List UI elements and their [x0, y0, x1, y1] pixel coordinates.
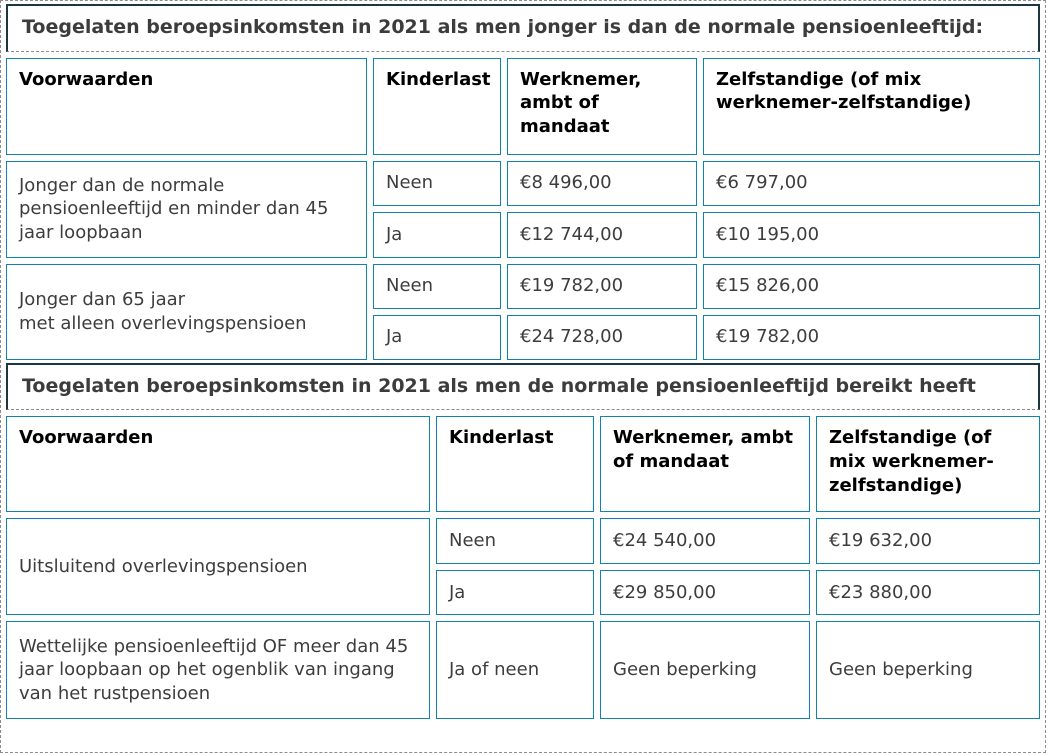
condition-cell: Jonger dan 65 jaar met alleen overleving… [6, 263, 367, 360]
no-limit-cell-werknemer: Geen beperking [600, 621, 810, 720]
condition-cell: Uitsluitend overlevingspensioen [6, 518, 430, 616]
amount-cell-zelfstandige: €10 195,00 [703, 211, 1040, 258]
table-before-pension-age: Voorwaarden Kinderlast Werknemer, ambt o… [6, 57, 1040, 360]
amount-cell-werknemer: €19 782,00 [507, 263, 697, 309]
amount-cell-werknemer: €29 850,00 [600, 570, 810, 616]
amount-cell-zelfstandige: €23 880,00 [816, 570, 1040, 616]
column-header-zelfstandige: Zelfstandige (of mix werknemer-zelfstand… [703, 57, 1040, 155]
column-header-zelfstandige: Zelfstandige (of mix werknemer-zelfstand… [816, 416, 1040, 513]
condition-cell: Jonger dan de normale pensioenleeftijd e… [6, 160, 367, 258]
amount-cell-werknemer: €12 744,00 [507, 211, 697, 258]
kinderlast-cell: Ja [373, 314, 501, 360]
amount-cell-werknemer: €24 728,00 [507, 314, 697, 360]
column-header-werknemer: Werknemer, ambt of mandaat [507, 57, 697, 155]
kinderlast-cell: Neen [373, 160, 501, 206]
amount-cell-zelfstandige: €19 632,00 [816, 518, 1040, 565]
amount-cell-werknemer: €8 496,00 [507, 160, 697, 206]
column-header-voorwaarden: Voorwaarden [6, 416, 430, 513]
amount-cell-zelfstandige: €19 782,00 [703, 314, 1040, 360]
section-title-before-pension-age: Toegelaten beroepsinkomsten in 2021 als … [6, 4, 1040, 52]
kinderlast-cell: Ja of neen [436, 621, 594, 720]
kinderlast-cell: Neen [373, 263, 501, 309]
kinderlast-cell: Ja [436, 570, 594, 616]
kinderlast-cell: Ja [373, 211, 501, 258]
column-header-kinderlast: Kinderlast [373, 57, 501, 155]
table-reached-pension-age: Voorwaarden Kinderlast Werknemer, ambt o… [6, 416, 1040, 720]
amount-cell-zelfstandige: €15 826,00 [703, 263, 1040, 309]
amount-cell-werknemer: €24 540,00 [600, 518, 810, 565]
amount-cell-zelfstandige: €6 797,00 [703, 160, 1040, 206]
kinderlast-cell: Neen [436, 518, 594, 565]
no-limit-cell-zelfstandige: Geen beperking [816, 621, 1040, 720]
section-title-reached-pension-age: Toegelaten beroepsinkomsten in 2021 als … [6, 362, 1040, 411]
column-header-kinderlast: Kinderlast [436, 416, 594, 513]
column-header-voorwaarden: Voorwaarden [6, 57, 367, 155]
condition-cell: Wettelijke pensioenleeftijd OF meer dan … [6, 621, 430, 720]
column-header-werknemer: Werknemer, ambt of mandaat [600, 416, 810, 513]
